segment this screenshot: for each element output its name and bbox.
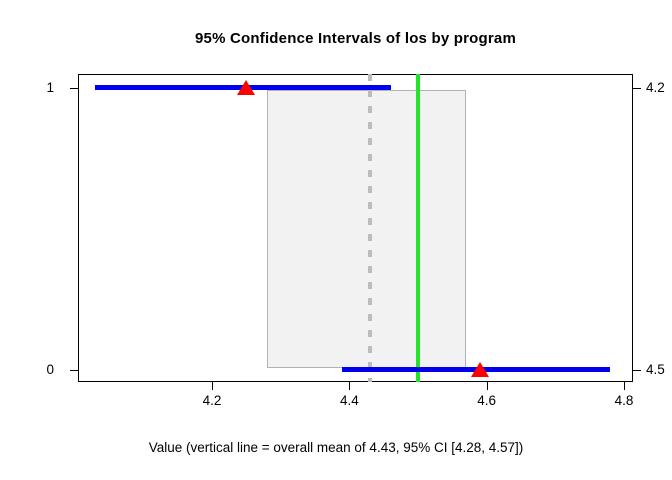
right-axis-label: 4.5 (646, 362, 665, 377)
x-axis-label: 4.2 (202, 393, 222, 408)
right-axis-tick (633, 88, 641, 89)
y-axis-tick (70, 370, 78, 371)
overall-mean-dashed-line (367, 74, 372, 382)
reference-line (416, 74, 420, 382)
x-axis-caption: Value (vertical line = overall mean of 4… (148, 440, 524, 455)
y-axis-label: 1 (46, 80, 54, 95)
right-axis-tick (633, 370, 641, 371)
overall-ci-rect (266, 90, 467, 368)
chart-title: 95% Confidence Intervals of los by progr… (195, 30, 516, 47)
y-axis-label: 0 (46, 362, 54, 377)
right-axis-label: 4.2 (646, 80, 665, 95)
x-axis-tick (212, 382, 213, 390)
mean-marker-triangle-icon (237, 80, 256, 95)
x-axis-label: 4.4 (339, 393, 359, 408)
mean-marker-triangle-icon (470, 362, 489, 377)
plot-frame (78, 74, 633, 382)
x-axis-label: 4.8 (614, 393, 634, 408)
x-axis-tick (624, 382, 625, 390)
x-axis-tick (349, 382, 351, 390)
x-axis-tick (486, 382, 488, 390)
x-axis-label: 4.6 (477, 393, 497, 408)
y-axis-tick (70, 88, 78, 89)
